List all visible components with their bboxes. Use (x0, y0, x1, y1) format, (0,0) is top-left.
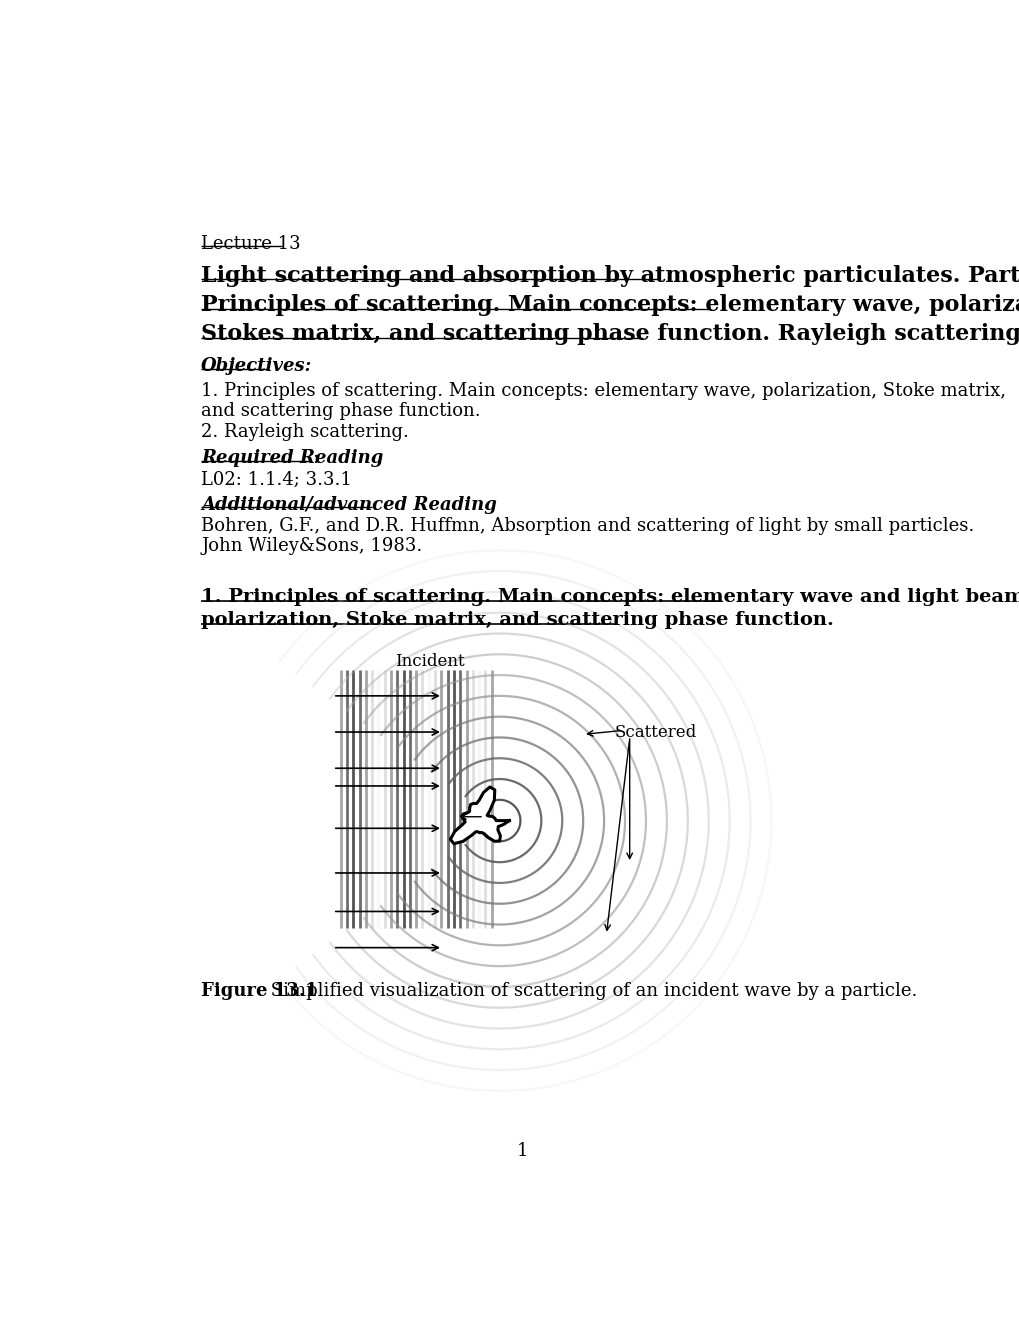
Text: Required Reading: Required Reading (201, 449, 383, 467)
Text: Objectives:: Objectives: (201, 358, 312, 375)
Polygon shape (450, 787, 508, 843)
Text: Simplified visualization of scattering of an incident wave by a particle.: Simplified visualization of scattering o… (265, 982, 917, 1001)
Text: John Wiley&Sons, 1983.: John Wiley&Sons, 1983. (201, 537, 422, 556)
Text: Light scattering and absorption by atmospheric particulates. Part 1:: Light scattering and absorption by atmos… (201, 264, 1019, 286)
Text: :: : (371, 496, 377, 513)
Text: Lecture 13: Lecture 13 (201, 235, 301, 253)
Text: Stokes matrix, and scattering phase function. Rayleigh scattering.: Stokes matrix, and scattering phase func… (201, 323, 1019, 346)
Text: Principles of scattering. Main concepts: elementary wave, polarization,: Principles of scattering. Main concepts:… (201, 294, 1019, 315)
Text: polarization, Stoke matrix, and scattering phase function.: polarization, Stoke matrix, and scatteri… (201, 611, 834, 630)
Text: Bohren, G.F., and D.R. Huffmn, Absorption and scattering of light by small parti: Bohren, G.F., and D.R. Huffmn, Absorptio… (201, 517, 973, 535)
Text: 1. Principles of scattering. Main concepts: elementary wave and light beam,: 1. Principles of scattering. Main concep… (201, 589, 1019, 606)
Text: Additional/advanced Reading: Additional/advanced Reading (201, 496, 496, 513)
Text: 1: 1 (517, 1142, 528, 1160)
Text: Figure 13.1: Figure 13.1 (201, 982, 318, 1001)
Text: Incident: Incident (394, 653, 464, 669)
Text: 1. Principles of scattering. Main concepts: elementary wave, polarization, Stoke: 1. Principles of scattering. Main concep… (201, 381, 1005, 400)
Text: L02: 1.1.4; 3.3.1: L02: 1.1.4; 3.3.1 (201, 471, 352, 488)
Text: and scattering phase function.: and scattering phase function. (201, 401, 480, 420)
Text: :: : (312, 449, 318, 467)
Text: Scattered: Scattered (613, 725, 696, 742)
Text: 2. Rayleigh scattering.: 2. Rayleigh scattering. (201, 424, 409, 441)
